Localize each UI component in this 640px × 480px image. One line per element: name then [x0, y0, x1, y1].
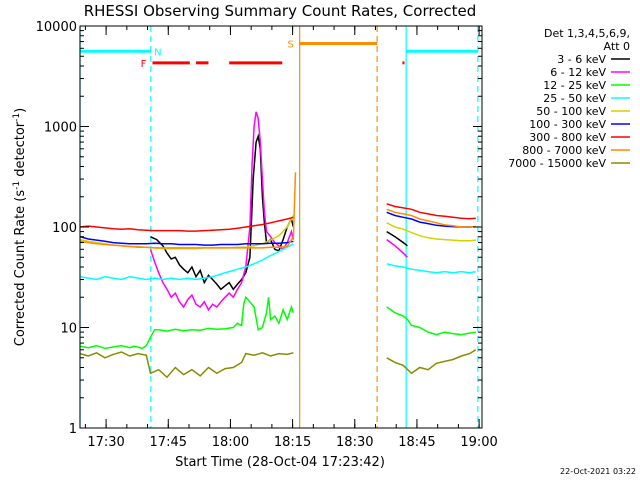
y-tick-label-4: 10000: [36, 20, 77, 35]
y-tick-label-2: 100: [52, 221, 77, 236]
series-line-7-seg-1: [386, 208, 476, 228]
x-tick-label-6: 19:00: [460, 435, 497, 450]
legend-label-6: 300 - 800 keV: [529, 131, 606, 144]
x-tick-label-0: 17:30: [87, 435, 124, 450]
legend-label-1: 6 - 12 keV: [550, 66, 606, 79]
x-tick-label-1: 17:45: [150, 435, 187, 450]
x-tick-label-3: 18:15: [274, 435, 311, 450]
series-line-3-seg-0: [79, 243, 294, 281]
y-tick-label-0: 1: [69, 422, 77, 437]
chart-title: RHESSI Observing Summary Count Rates, Co…: [84, 2, 477, 20]
y-tick-label-1: 10: [60, 322, 77, 337]
series-line-0-seg-1: [386, 230, 408, 247]
legend-label-5: 100 - 300 keV: [529, 118, 606, 131]
y-axis-label: Corrected Count Rate (s-1 detector-1): [12, 108, 28, 346]
y-axis: 1 10 100 1000 10000: [36, 20, 482, 437]
flag-label-F: F: [141, 59, 147, 70]
series-line-8-seg-0: [79, 351, 294, 379]
series-line-4-seg-1: [386, 222, 476, 242]
legend-label-0: 3 - 6 keV: [557, 53, 606, 66]
timestamp: 22-Oct-2021 03:22: [560, 467, 636, 476]
series-line-1-seg-0: [149, 111, 295, 312]
flag-label-S: S: [287, 39, 293, 50]
series-line-8-seg-1: [386, 349, 477, 375]
x-tick-label-4: 18:30: [336, 435, 373, 450]
series-line-2-seg-1: [386, 306, 476, 336]
legend-header-2: Att 0: [604, 40, 630, 53]
series-line-6-seg-0: [79, 216, 294, 232]
legend-header-1: Det 1,3,4,5,6,9,: [544, 27, 630, 40]
x-tick-label-2: 18:00: [212, 435, 249, 450]
legend-label-8: 7000 - 15000 keV: [508, 157, 606, 170]
legend-label-2: 12 - 25 keV: [543, 79, 606, 92]
series-line-0-seg-0: [150, 133, 295, 291]
legend-label-7: 800 - 7000 keV: [522, 144, 606, 157]
plot-area: N S F: [79, 26, 479, 428]
x-tick-label-5: 18:45: [398, 435, 435, 450]
series-line-1-seg-1: [386, 238, 408, 258]
series-line-2-seg-0: [79, 295, 295, 350]
x-axis-label: Start Time (28-Oct-04 17:23:42): [175, 455, 385, 470]
flag-label-N: N: [154, 47, 161, 58]
series-line-5-seg-0: [79, 235, 294, 246]
series-line-6-seg-1: [386, 203, 476, 220]
x-axis: 17:30 17:45 18:00 18:15 18:30 18:45 19:00: [84, 26, 498, 450]
legend-label-4: 50 - 100 keV: [536, 105, 606, 118]
y-tick-label-3: 1000: [44, 121, 77, 136]
series-line-7-seg-0: [79, 172, 297, 249]
series-line-3-seg-1: [386, 263, 476, 274]
legend-label-3: 25 - 50 keV: [543, 92, 606, 105]
